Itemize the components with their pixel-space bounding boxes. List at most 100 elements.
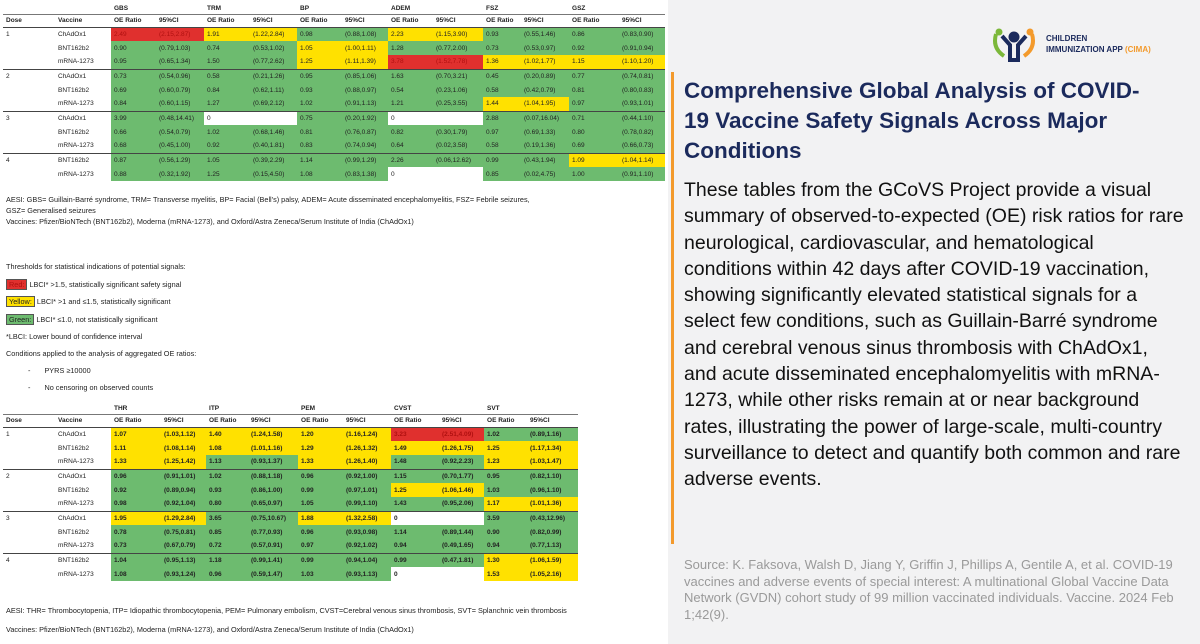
oe-ratio-cell: 0.73 [483, 41, 522, 55]
oe-ratio-cell: 3.59 [484, 510, 528, 525]
ci-cell: (0.88,1.18) [248, 468, 299, 483]
oe-ratio-cell: 0.92 [111, 483, 161, 497]
vaccine-header: Vaccine [58, 417, 83, 424]
vaccine-cell: mRNA-1273 [58, 170, 94, 178]
vaccine-cell: ChAdOx1 [55, 510, 111, 525]
oe-ratio-cell: 0.84 [204, 83, 250, 97]
condition-header: GBS [111, 3, 204, 15]
dose-cell [3, 55, 55, 69]
vaccines-note-bottom: Vaccines: Pfizer/BioNTech (BNT162b2), Mo… [6, 625, 414, 634]
oe-ratio-header: OE Ratio [391, 17, 419, 24]
vaccines-note: Vaccines: Pfizer/BioNTech (BNT162b2), Mo… [6, 217, 414, 226]
vaccine-cell: BNT162b2 [58, 44, 90, 52]
condition-header: CVST [391, 403, 485, 415]
ci-cell: (0.97,1.01) [343, 483, 392, 497]
ci-cell: (0.93,0.98) [343, 525, 392, 539]
oe-ratio-cell: 0.90 [484, 525, 528, 539]
oe-ratio-cell: 0.95 [484, 468, 528, 483]
ci-cell: (0.19,1.36) [521, 139, 570, 153]
ci-cell: (1.03,1.47) [527, 455, 579, 469]
condition-header-row: THR ITP PEM CVST SVT [3, 403, 579, 415]
oe-ratio-cell: 0.83 [297, 139, 342, 153]
oe-ratio-header: OE Ratio [114, 417, 142, 424]
ci-cell: (1.06,1.46) [439, 483, 485, 497]
oe-ratio-cell: 1.30 [484, 552, 528, 567]
ci-cell [439, 567, 485, 581]
oe-ratio-cell: 0.92 [569, 41, 620, 55]
ci-header: 95%CI [436, 17, 456, 24]
oe-ratio-cell: 1.08 [206, 441, 249, 455]
vaccine-cell: mRNA-1273 [58, 500, 94, 508]
ci-cell: (0.32,1.92) [156, 167, 204, 181]
bullet-dash: - [28, 366, 31, 375]
blank-header [3, 403, 55, 415]
oe-ratio-cell: 2.23 [388, 26, 433, 41]
dose-cell [3, 525, 55, 539]
ci-cell: (0.02,3.58) [433, 139, 484, 153]
ci-cell: (0.99,1.10) [343, 497, 392, 511]
condition-item: - No censoring on observed counts [28, 383, 153, 392]
ci-cell: (0.79,1.03) [156, 41, 204, 55]
ci-cell: (1.02,1.77) [521, 55, 570, 69]
oe-ratio-cell: 0.73 [111, 68, 156, 83]
oe-ratio-cell: 1.08 [111, 567, 161, 581]
ci-header: 95%CI [524, 17, 544, 24]
oe-ratio-cell: 3.99 [111, 110, 156, 125]
ci-cell: (0.92,1.02) [343, 539, 392, 553]
ci-cell: (0.88,0.97) [342, 83, 388, 97]
oe-ratio-cell: 3.65 [206, 510, 249, 525]
ci-cell: (0.65,1.34) [156, 55, 204, 69]
oe-ratio-cell: 0.97 [298, 539, 344, 553]
condition-header-row: GBS TRM BP ADEM FSZ GSZ [3, 3, 666, 15]
oe-ratio-cell: 1.40 [206, 426, 249, 441]
legend-yellow-tag: Yellow: [6, 296, 35, 307]
ci-cell: (0.65,0.97) [248, 497, 299, 511]
ci-cell: (0.54,0.96) [156, 68, 204, 83]
ci-header: 95%CI [251, 417, 271, 424]
dose-cell [3, 441, 55, 455]
logo-abbr: (CIMA) [1124, 45, 1151, 54]
dose-cell: 1 [3, 26, 55, 41]
ci-cell: (0.94,1.04) [343, 552, 392, 567]
legend-green-text: LBCI* ≤1.0, not statistically significan… [36, 315, 158, 324]
ci-cell: (0.83,1.38) [342, 167, 388, 181]
aesi-note: AESI: GBS= Guillain-Barré syndrome, TRM=… [6, 195, 530, 204]
vaccine-cell: BNT162b2 [58, 486, 90, 494]
ci-cell: (0.78,0.82) [619, 125, 666, 139]
ci-cell: (0.75,0.81) [161, 525, 207, 539]
table-row: 2 ChAdOx1 0.96 (0.91,1.01) 1.02 (0.88,1.18) 0.… [3, 468, 579, 483]
thresholds-heading: Thresholds for statistical indications o… [6, 262, 186, 271]
oe-ratio-cell: 0.69 [111, 83, 156, 97]
oe-ratio-cell: 0.97 [483, 125, 522, 139]
ci-cell: (0.75,10.67) [248, 510, 299, 525]
condition-header: ITP [206, 403, 299, 415]
ci-cell: (0.47,1.81) [439, 552, 485, 567]
table-row: mRNA-1273 1.33 (1.25,1.42) 1.13 (0.93,1.37) 1… [3, 455, 579, 469]
ci-cell: (0.45,1.00) [156, 139, 204, 153]
dose-cell [3, 125, 55, 139]
ci-cell: (0.74,0.81) [619, 68, 666, 83]
ci-cell: (0.60,0.79) [156, 83, 204, 97]
table-row: mRNA-1273 0.73 (0.67,0.79) 0.72 (0.57,0.91) 0… [3, 539, 579, 553]
column-header-row: Dose Vaccine OE Ratio 95%CI OE Ratio 95%CI OE … [3, 414, 578, 427]
oe-ratio-cell: 1.63 [388, 68, 433, 83]
oe-ratio-cell: 0.92 [204, 139, 250, 153]
ci-cell: (0.95,2.06) [439, 497, 485, 511]
condition-header: TRM [204, 3, 297, 15]
dose-cell [3, 167, 55, 181]
ci-cell: (0.57,0.91) [248, 539, 299, 553]
ci-header: 95%CI [253, 17, 273, 24]
oe-ratio-cell: 0.93 [297, 83, 342, 97]
ci-cell: (1.22,2.84) [250, 26, 297, 41]
table-row: mRNA-1273 1.08 (0.93,1.24) 0.96 (0.59,1.47) 1… [3, 567, 579, 581]
ci-cell: (0.07,16.04) [521, 110, 570, 125]
ci-cell: (0.89,1.16) [527, 426, 579, 441]
vaccine-cell: BNT162b2 [58, 444, 90, 452]
ci-cell: (1.25,1.42) [161, 455, 207, 469]
oe-ratio-cell: 0.80 [206, 497, 249, 511]
ci-cell: (0.91,0.94) [619, 41, 666, 55]
table-row: 3 ChAdOx1 1.95 (1.29,2.84) 3.65 (0.75,10.67) 1… [3, 510, 579, 525]
ci-cell: (1.04,1.95) [521, 97, 570, 111]
article-source: Source: K. Faksova, Walsh D, Jiang Y, Gr… [684, 557, 1174, 622]
vaccine-cell: mRNA-1273 [58, 542, 94, 550]
